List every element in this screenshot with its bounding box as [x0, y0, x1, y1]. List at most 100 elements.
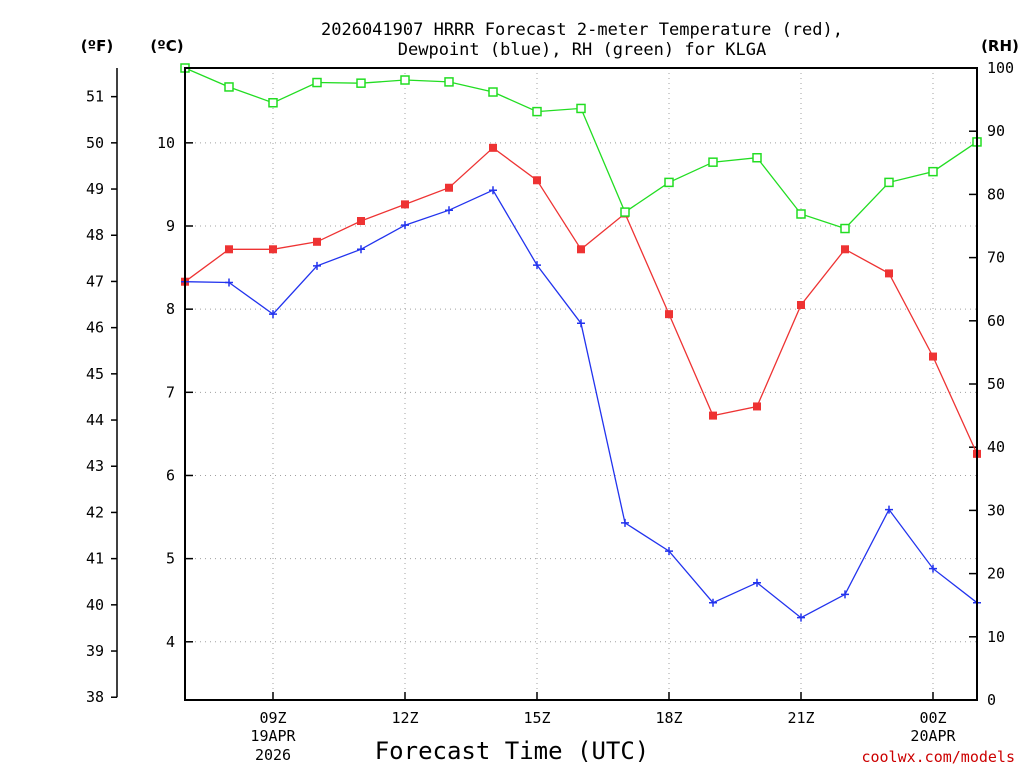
dewpoint-point — [621, 518, 629, 527]
rh-point — [620, 207, 630, 217]
fahrenheit-tick-label: 49 — [86, 180, 104, 198]
rh-point — [576, 103, 586, 114]
fahrenheit-tick-label: 42 — [86, 503, 104, 521]
celsius-tick-label: 4 — [166, 633, 175, 651]
rh-point — [884, 177, 894, 188]
temperature-point — [445, 183, 453, 192]
rh-point — [752, 152, 762, 163]
fahrenheit-tick-label: 38 — [86, 688, 104, 706]
rh-tick-label: 90 — [987, 122, 1005, 140]
rh-point — [708, 157, 718, 167]
fahrenheit-tick-label: 48 — [86, 226, 104, 244]
series-rh — [180, 63, 982, 234]
dewpoint-point — [401, 221, 409, 230]
dewpoint-point — [313, 261, 321, 270]
rh-tick-label: 50 — [987, 375, 1005, 393]
rh-tick-label: 30 — [987, 501, 1005, 519]
dewpoint-point — [533, 261, 541, 270]
fahrenheit-tick-label: 39 — [86, 642, 104, 660]
rh-point — [400, 75, 410, 85]
temperature-point — [313, 237, 321, 246]
rh-point — [796, 209, 806, 219]
fahrenheit-tick-label: 40 — [86, 596, 104, 614]
dewpoint-point — [577, 319, 585, 328]
x-tick-label: 15Z — [523, 709, 550, 727]
credit-text: coolwx.com/models — [861, 748, 1015, 766]
x-tick-label: 00Z — [919, 709, 946, 727]
rh-point — [840, 223, 850, 234]
x-date-label: 19APR — [250, 727, 296, 745]
temperature-point — [533, 176, 541, 185]
fahrenheit-tick-label: 51 — [86, 88, 104, 106]
x-tick-label: 09Z — [259, 709, 286, 727]
temperature-point — [885, 269, 893, 278]
celsius-tick-label: 7 — [166, 383, 175, 401]
rh-tick-label: 70 — [987, 249, 1005, 267]
rh-point — [268, 98, 278, 108]
fahrenheit-tick-label: 41 — [86, 550, 104, 568]
rh-tick-label: 10 — [987, 628, 1005, 646]
chart-title-line1: 2026041907 HRRR Forecast 2-meter Tempera… — [321, 20, 843, 40]
celsius-axis: 4 5 6 7 8 9 10 — [157, 134, 193, 651]
dewpoint-point — [841, 590, 849, 599]
temperature-point — [709, 411, 717, 420]
rh-point — [356, 78, 366, 88]
temperature-point — [797, 301, 805, 309]
dewpoint-point — [929, 564, 937, 573]
fahrenheit-tick-label: 47 — [86, 272, 104, 290]
rh-tick-label: 80 — [987, 185, 1005, 203]
dewpoint-point — [269, 310, 277, 319]
fahrenheit-axis: 38 39 40 41 42 43 44 45 46 47 48 49 50 51 — [86, 68, 118, 706]
dewpoint-point — [753, 578, 761, 587]
celsius-unit-label: (ºC) — [150, 37, 183, 55]
celsius-tick-label: 9 — [166, 217, 175, 235]
celsius-tick-label: 10 — [157, 134, 175, 152]
rh-tick-label: 20 — [987, 565, 1005, 583]
fahrenheit-tick-label: 44 — [86, 411, 104, 429]
rh-point — [664, 177, 674, 188]
series-layer — [180, 63, 982, 622]
celsius-tick-label: 8 — [166, 300, 175, 318]
fahrenheit-tick-label: 50 — [86, 134, 104, 152]
grid-lines — [185, 68, 977, 700]
rh-unit-label: (RH) — [981, 37, 1019, 55]
temperature-point — [357, 217, 365, 226]
celsius-tick-label: 6 — [166, 466, 175, 484]
dewpoint-point — [489, 186, 497, 195]
dewpoint-point — [709, 598, 717, 607]
dewpoint-point — [225, 278, 233, 287]
dewpoint-point — [665, 547, 673, 556]
rh-point — [532, 106, 542, 117]
rh-point — [224, 82, 234, 92]
temperature-point — [577, 245, 585, 254]
rh-tick-label: 40 — [987, 438, 1005, 456]
temperature-point — [665, 310, 673, 319]
x-date-label: 20APR — [910, 727, 956, 745]
temperature-point — [841, 245, 849, 254]
rh-point — [312, 77, 322, 88]
dewpoint-point — [797, 613, 805, 622]
x-tick-label: 18Z — [655, 709, 682, 727]
dewpoint-point — [357, 245, 365, 254]
fahrenheit-unit-label: (ºF) — [81, 37, 113, 55]
rh-tick-label: 60 — [987, 312, 1005, 330]
fahrenheit-tick-label: 45 — [86, 365, 104, 383]
celsius-tick-label: 5 — [166, 550, 175, 568]
x-tick-label: 12Z — [391, 709, 418, 727]
rh-tick-label: 0 — [987, 691, 996, 709]
x-tick-label: 21Z — [787, 709, 814, 727]
rh-point — [444, 77, 454, 87]
temperature-point — [753, 402, 761, 411]
temperature-point — [269, 245, 277, 254]
dewpoint-point — [445, 206, 453, 215]
temperature-point — [225, 245, 233, 254]
chart-title-line2: Dewpoint (blue), RH (green) for KLGA — [398, 40, 766, 60]
dewpoint-point — [885, 505, 893, 514]
x-year-label: 2026 — [255, 746, 291, 764]
temperature-point — [929, 352, 937, 361]
rh-point — [928, 166, 938, 177]
fahrenheit-tick-label: 43 — [86, 457, 104, 475]
plot-frame — [184, 67, 978, 701]
